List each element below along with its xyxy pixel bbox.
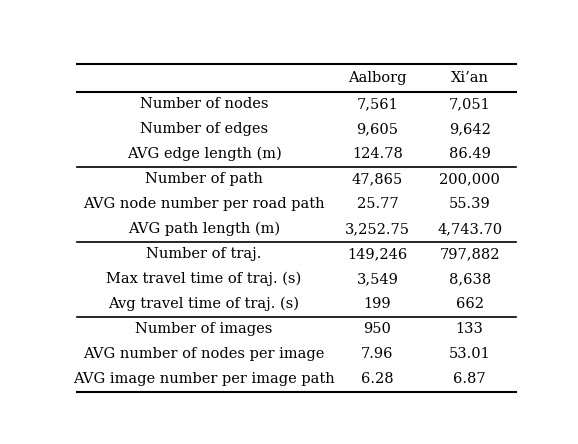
Text: Xi’an: Xi’an [451, 71, 488, 84]
Text: 124.78: 124.78 [352, 147, 403, 161]
Text: 4,743.70: 4,743.70 [437, 222, 502, 236]
Text: 53.01: 53.01 [449, 347, 491, 361]
Text: 47,865: 47,865 [352, 172, 403, 186]
Text: 199: 199 [364, 297, 391, 311]
Text: Avg travel time of traj. (s): Avg travel time of traj. (s) [109, 297, 299, 311]
Text: 9,605: 9,605 [357, 122, 398, 136]
Text: Number of images: Number of images [135, 322, 273, 336]
Text: 797,882: 797,882 [439, 247, 500, 261]
Text: AVG path length (m): AVG path length (m) [128, 222, 280, 236]
Text: 86.49: 86.49 [449, 147, 491, 161]
Text: Number of path: Number of path [145, 172, 263, 186]
Text: AVG image number per image path: AVG image number per image path [73, 372, 335, 386]
Text: Max travel time of traj. (s): Max travel time of traj. (s) [106, 272, 302, 286]
Text: 3,252.75: 3,252.75 [345, 222, 410, 236]
Text: 200,000: 200,000 [439, 172, 500, 186]
Text: 3,549: 3,549 [357, 272, 398, 286]
Text: AVG number of nodes per image: AVG number of nodes per image [83, 347, 325, 361]
Text: 7.96: 7.96 [361, 347, 394, 361]
Text: 25.77: 25.77 [357, 197, 398, 211]
Text: Number of edges: Number of edges [140, 122, 268, 136]
Text: 149,246: 149,246 [347, 247, 407, 261]
Text: 6.28: 6.28 [361, 372, 394, 386]
Text: 8,638: 8,638 [449, 272, 491, 286]
Text: 55.39: 55.39 [449, 197, 491, 211]
Text: AVG node number per road path: AVG node number per road path [83, 197, 325, 211]
Text: Number of traj.: Number of traj. [146, 247, 262, 261]
Text: 7,561: 7,561 [357, 97, 398, 111]
Text: Number of nodes: Number of nodes [140, 97, 268, 111]
Text: 9,642: 9,642 [449, 122, 491, 136]
Text: 133: 133 [455, 322, 484, 336]
Text: AVG edge length (m): AVG edge length (m) [127, 147, 281, 161]
Text: 662: 662 [455, 297, 484, 311]
Text: 6.87: 6.87 [453, 372, 486, 386]
Text: 950: 950 [364, 322, 391, 336]
Text: Aalborg: Aalborg [348, 71, 407, 84]
Text: 7,051: 7,051 [449, 97, 491, 111]
